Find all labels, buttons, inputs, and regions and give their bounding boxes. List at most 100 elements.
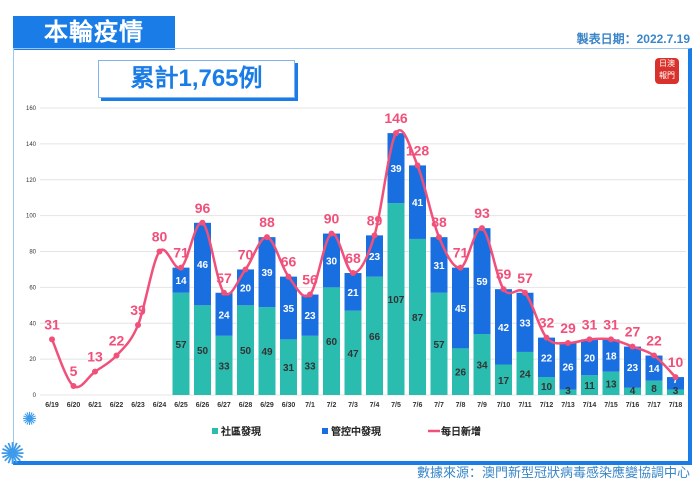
- label-controlled: 45: [455, 304, 467, 315]
- bar-controlled: [667, 377, 684, 390]
- bar-community: [667, 389, 684, 395]
- date-label: 製表日期：2022.7.19: [576, 32, 690, 46]
- label-daily: 146: [384, 110, 408, 126]
- label-daily: 57: [216, 270, 232, 286]
- label-community: 66: [369, 332, 381, 343]
- label-daily: 88: [259, 214, 275, 230]
- bar-community: [559, 389, 577, 395]
- x-tick-label: 6/27: [217, 402, 231, 409]
- label-controlled: 33: [519, 318, 531, 329]
- bar-community: [172, 292, 190, 395]
- y-tick-label: 140: [26, 142, 37, 148]
- point-daily: [393, 130, 399, 137]
- label-daily: 31: [582, 316, 598, 332]
- label-daily: 10: [668, 354, 684, 370]
- point-daily: [328, 230, 335, 237]
- label-daily: 31: [603, 316, 619, 332]
- virus-icon-large: ✺: [0, 438, 26, 471]
- bar-community: [344, 310, 362, 395]
- point-daily: [350, 270, 356, 277]
- legend-swatch: [212, 428, 218, 434]
- bar-community: [452, 348, 469, 395]
- point-daily: [242, 266, 249, 273]
- x-tick-label: 7/5: [391, 402, 401, 409]
- x-tick-label: 7/2: [327, 402, 337, 409]
- label-daily: 31: [44, 316, 60, 332]
- x-tick-label: 6/24: [153, 402, 167, 409]
- point-daily: [156, 248, 163, 255]
- x-tick-label: 7/15: [604, 402, 618, 409]
- bar-controlled: [516, 292, 534, 352]
- data-source: 數據來源：澳門新型冠狀病毒感染應變協調中心: [416, 465, 690, 480]
- x-tick-label: 6/25: [174, 402, 188, 409]
- legend-label: 社區發現: [220, 425, 261, 438]
- point-daily: [285, 273, 292, 280]
- label-daily: 39: [130, 302, 146, 318]
- label-daily: 90: [324, 211, 340, 227]
- label-community: 10: [541, 382, 553, 393]
- x-tick-label: 7/6: [413, 402, 423, 409]
- point-daily: [629, 343, 636, 350]
- virus-icon: ✺: [22, 409, 38, 429]
- point-daily: [221, 289, 227, 296]
- x-tick-label: 7/10: [497, 402, 511, 409]
- label-controlled: 20: [584, 353, 596, 364]
- label-daily: 32: [539, 315, 555, 331]
- point-daily: [199, 219, 206, 226]
- y-tick-label: 160: [26, 106, 37, 112]
- total-cases: 累計1,765例: [98, 60, 295, 98]
- x-tick-label: 6/26: [196, 402, 210, 409]
- label-community: 57: [175, 340, 187, 351]
- label-community: 34: [476, 361, 488, 372]
- label-controlled: 42: [498, 323, 510, 334]
- label-community: 3: [673, 386, 679, 397]
- bar-controlled: [538, 337, 555, 378]
- point-daily: [92, 368, 98, 375]
- x-tick-label: 7/16: [626, 402, 640, 409]
- label-community: 11: [584, 381, 595, 392]
- point-daily: [371, 232, 378, 239]
- y-tick-label: 120: [26, 178, 37, 184]
- bar-controlled: [344, 273, 362, 311]
- bar-community: [430, 292, 448, 395]
- label-community: 24: [519, 369, 531, 380]
- bar-community: [258, 307, 276, 395]
- label-daily: 96: [195, 200, 211, 216]
- x-tick-label: 7/12: [540, 402, 554, 409]
- label-daily: 68: [345, 250, 361, 266]
- label-community: 26: [455, 368, 467, 379]
- label-community: 60: [326, 337, 338, 348]
- label-controlled: 26: [562, 362, 574, 373]
- x-tick-label: 6/22: [110, 402, 124, 409]
- label-controlled: 23: [304, 311, 316, 322]
- bar-controlled: [602, 339, 620, 372]
- bar-community: [645, 380, 663, 395]
- bar-controlled: [452, 267, 469, 349]
- point-daily: [178, 264, 184, 271]
- bar-community: [215, 335, 233, 395]
- bar-community: [280, 339, 297, 395]
- label-daily: 71: [173, 245, 189, 261]
- point-daily: [414, 162, 421, 169]
- bar-controlled: [258, 237, 276, 308]
- point-daily: [500, 286, 507, 293]
- x-tick-label: 7/9: [477, 402, 487, 409]
- label-daily: 89: [367, 212, 383, 228]
- bar-community: [366, 276, 383, 395]
- bar-community: [538, 377, 555, 395]
- x-tick-label: 6/19: [45, 402, 59, 409]
- label-community: 33: [218, 361, 230, 372]
- bar-controlled: [215, 292, 233, 336]
- label-daily: 88: [431, 214, 447, 230]
- x-tick-label: 7/8: [456, 402, 466, 409]
- label-community: 33: [304, 361, 316, 372]
- point-daily: [479, 225, 485, 232]
- label-community: 13: [605, 379, 617, 390]
- label-controlled: 35: [283, 304, 295, 315]
- label-controlled: 39: [261, 268, 273, 279]
- label-community: 50: [240, 346, 252, 357]
- label-controlled: 30: [326, 256, 338, 267]
- label-community: 107: [388, 295, 405, 306]
- legend-label: 每日新增: [441, 425, 481, 438]
